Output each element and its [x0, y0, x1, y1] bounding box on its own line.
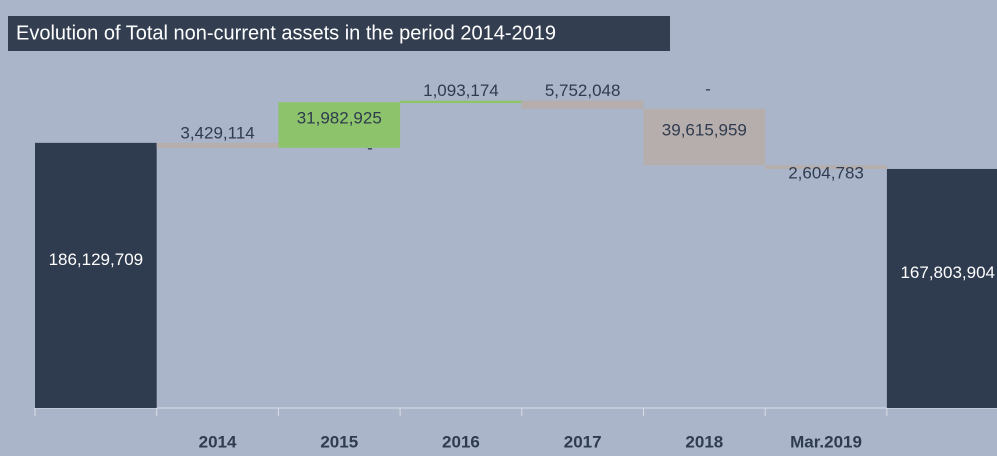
annotation: -	[705, 79, 711, 98]
bar	[35, 142, 157, 409]
bar	[886, 168, 997, 408]
x-tick-label: 2017	[564, 432, 602, 451]
bar	[643, 108, 766, 166]
value-label: 39,615,959	[662, 121, 747, 140]
value-label: 186,129,709	[49, 250, 144, 269]
value-label: 1,093,174	[423, 81, 499, 100]
value-label: 2,604,783	[788, 163, 864, 182]
bar	[400, 100, 522, 104]
bar	[521, 100, 644, 109]
value-label: 31,982,925	[297, 108, 382, 127]
x-tick-label: 2015	[320, 432, 358, 451]
value-label: 3,429,114	[180, 123, 254, 142]
value-label: 167,803,904	[900, 263, 995, 282]
chart-title: Evolution of Total non-current assets in…	[16, 22, 556, 44]
x-tick-label: 2016	[442, 432, 480, 451]
x-tick-label: 2014	[199, 432, 237, 451]
bar	[156, 142, 279, 148]
x-tick-label: Mar.2019	[790, 432, 862, 451]
bar	[765, 165, 887, 169]
value-label: 5,752,048	[545, 81, 621, 100]
annotation: -	[367, 138, 373, 157]
bar	[278, 102, 401, 148]
x-tick-label: 2018	[685, 432, 723, 451]
title-box	[8, 16, 670, 51]
